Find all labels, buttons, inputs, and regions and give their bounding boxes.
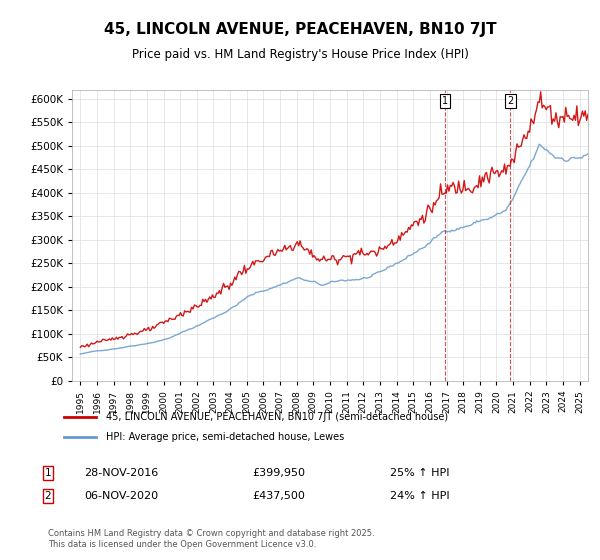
Text: £437,500: £437,500 [252,491,305,501]
Text: 45, LINCOLN AVENUE, PEACEHAVEN, BN10 7JT: 45, LINCOLN AVENUE, PEACEHAVEN, BN10 7JT [104,22,496,38]
Text: 2: 2 [508,96,514,106]
Text: HPI: Average price, semi-detached house, Lewes: HPI: Average price, semi-detached house,… [106,432,344,442]
Text: 45, LINCOLN AVENUE, PEACEHAVEN, BN10 7JT (semi-detached house): 45, LINCOLN AVENUE, PEACEHAVEN, BN10 7JT… [106,412,448,422]
Text: 1: 1 [44,468,52,478]
Text: Price paid vs. HM Land Registry's House Price Index (HPI): Price paid vs. HM Land Registry's House … [131,48,469,60]
Text: Contains HM Land Registry data © Crown copyright and database right 2025.
This d: Contains HM Land Registry data © Crown c… [48,529,374,549]
Text: 06-NOV-2020: 06-NOV-2020 [84,491,158,501]
Text: 28-NOV-2016: 28-NOV-2016 [84,468,158,478]
Text: 24% ↑ HPI: 24% ↑ HPI [390,491,449,501]
Text: 25% ↑ HPI: 25% ↑ HPI [390,468,449,478]
Text: £399,950: £399,950 [252,468,305,478]
Text: 2: 2 [44,491,52,501]
Text: 1: 1 [442,96,448,106]
